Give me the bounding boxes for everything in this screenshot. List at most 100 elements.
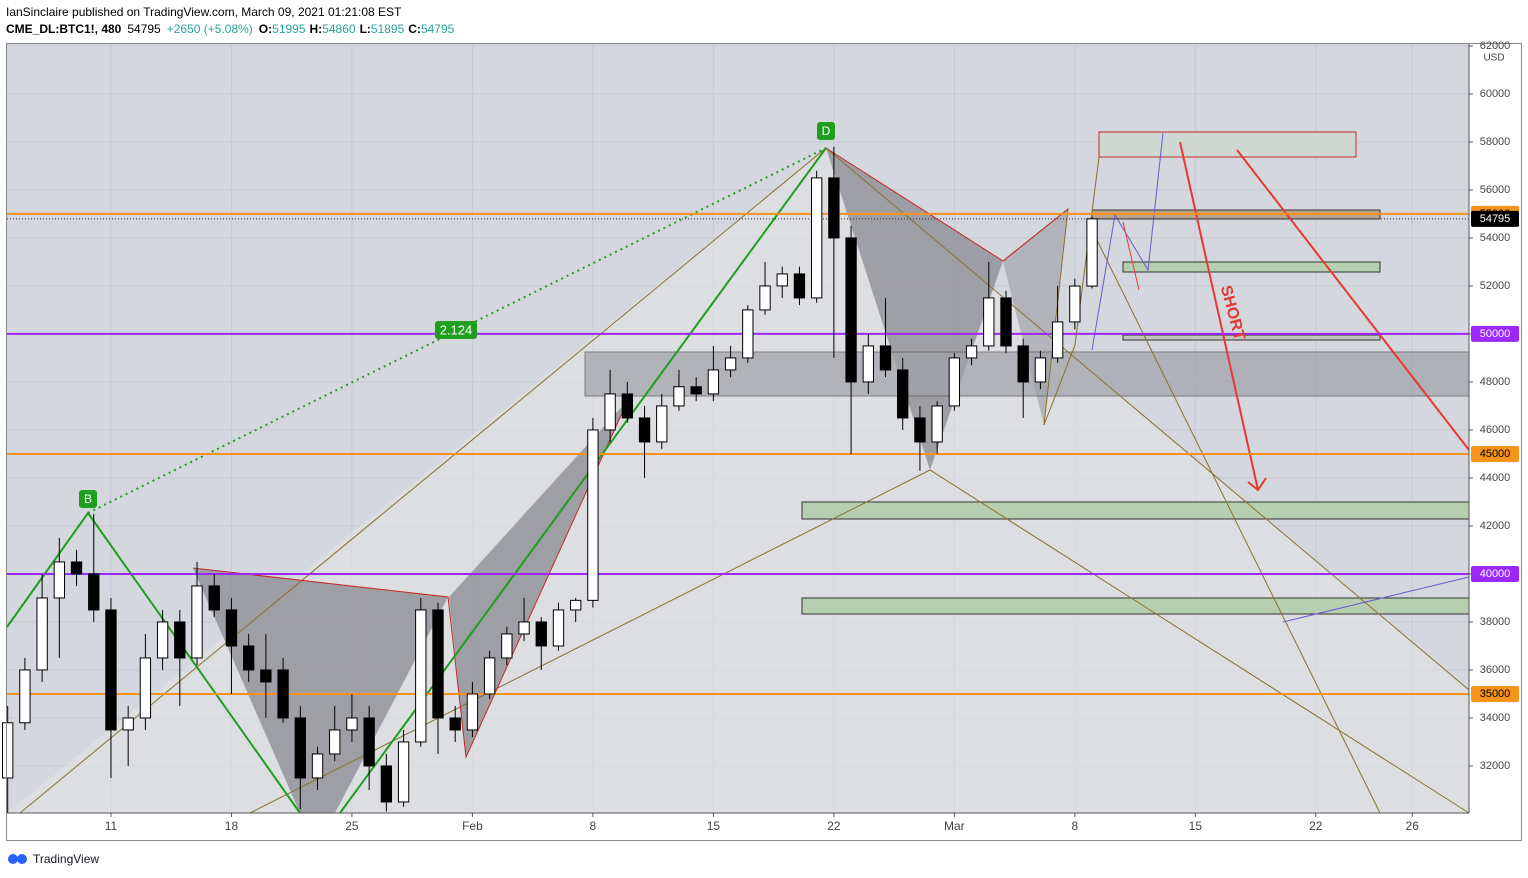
candle-body — [587, 429, 599, 601]
ohlc-label: L: — [360, 22, 371, 36]
candle-body — [105, 609, 117, 731]
label-box — [817, 122, 835, 140]
pattern-line — [825, 147, 1069, 262]
x-tick-label: 22 — [1309, 819, 1323, 833]
point-label: D — [822, 124, 831, 138]
price-axis-bg — [1469, 44, 1528, 813]
candle-body — [673, 386, 685, 407]
level-label: 50000 — [1480, 328, 1511, 340]
time-axis-bg — [7, 813, 1469, 841]
candle-body — [380, 765, 393, 803]
pattern-line — [1091, 229, 1381, 814]
candle-body — [845, 237, 857, 383]
candle-body — [260, 669, 272, 683]
label-box — [79, 490, 97, 508]
candle-body — [70, 561, 83, 575]
candle-body — [828, 177, 840, 239]
label-box — [435, 321, 477, 339]
candle-body — [311, 753, 324, 779]
zone — [1098, 131, 1357, 158]
ohlc-value: 54860 — [322, 22, 356, 36]
levels — [7, 212, 1469, 695]
candle-body — [1017, 345, 1029, 383]
last-price-label: 54795 — [1480, 213, 1511, 225]
publisher: IanSinclaire published on TradingView.co… — [6, 5, 402, 19]
last: 54795 — [127, 22, 161, 36]
candle-body — [638, 417, 651, 443]
arrow — [1236, 149, 1470, 451]
candle-body — [225, 609, 238, 647]
candle-body — [570, 599, 582, 611]
drawings — [6, 131, 1470, 814]
zone — [1122, 261, 1381, 273]
x-tick-label: 8 — [590, 819, 597, 833]
candle-body — [1051, 321, 1064, 359]
symbol: CME_DL:BTC1!, 480 54795 +2650 (+5.08%) O:51… — [6, 22, 455, 36]
y-tick-label: 58000 — [1480, 136, 1511, 148]
candle-body — [656, 405, 668, 443]
zone — [1122, 334, 1381, 341]
point-label: B — [84, 492, 92, 506]
ohlc-label: H: — [310, 22, 323, 36]
brand-logo — [17, 854, 27, 864]
candle-body — [53, 561, 65, 599]
candle-body — [36, 597, 48, 671]
y-tick-label: 54000 — [1480, 232, 1511, 244]
candle-body — [931, 405, 943, 443]
candle-body — [208, 585, 220, 611]
brand-logo — [8, 854, 18, 864]
pattern-area — [826, 148, 1003, 470]
x-tick-label: Mar — [944, 819, 965, 833]
candle-body — [759, 285, 771, 311]
level-label: 45000 — [1480, 448, 1511, 460]
level-label: 35000 — [1480, 688, 1511, 700]
level-tag — [1471, 565, 1519, 582]
candle-body — [415, 609, 427, 743]
candle-body — [294, 717, 306, 779]
candle-body — [897, 369, 909, 419]
x-tick-label: 26 — [1406, 819, 1420, 833]
candle-body — [1086, 218, 1098, 287]
candles — [2, 146, 1098, 814]
x-tick-label: 8 — [1071, 819, 1078, 833]
y-tick-label: 46000 — [1480, 424, 1511, 436]
candle-body — [329, 729, 341, 755]
symbol-name: CME_DL:BTC1!, 480 — [6, 22, 122, 36]
ohlc-value: 51995 — [272, 22, 306, 36]
candle-body — [88, 573, 100, 611]
candle-body — [879, 345, 892, 371]
y-tick-label: 48000 — [1480, 376, 1511, 388]
axes: 62000 60000 58000 56000 54000 52000 50000 48000… — [105, 40, 1519, 833]
candle-body — [242, 645, 255, 671]
candle-body — [432, 609, 444, 719]
y-tick-label: 44000 — [1480, 472, 1511, 484]
level-tag — [1471, 685, 1519, 702]
level-label: 40000 — [1480, 568, 1511, 580]
candle-body — [139, 657, 152, 719]
candle-body — [604, 393, 616, 431]
x-tick-label: 15 — [707, 819, 721, 833]
currency: USD — [1483, 53, 1504, 64]
change: +2650 (+5.08%) — [167, 22, 253, 36]
candle-body — [707, 369, 720, 395]
y-tick-label: 34000 — [1480, 712, 1511, 724]
candle-body — [122, 717, 134, 731]
zone — [801, 501, 1470, 520]
y-tick-label: 62000 — [1480, 40, 1511, 52]
level-tag — [1471, 445, 1519, 462]
candle-body — [449, 717, 461, 731]
x-tick-label: 22 — [827, 819, 841, 833]
candle-body — [810, 177, 823, 299]
pattern-line — [192, 399, 629, 759]
candle-body — [346, 717, 358, 731]
arrow — [1122, 221, 1140, 291]
candle-body — [862, 345, 874, 383]
candle-body — [742, 309, 754, 359]
x-tick-label: 15 — [1189, 819, 1203, 833]
candle-body — [724, 357, 737, 371]
candle-body — [983, 297, 995, 347]
candle-body — [965, 345, 978, 359]
y-tick-label: 36000 — [1480, 664, 1511, 676]
y-tick-label: 42000 — [1480, 520, 1511, 532]
